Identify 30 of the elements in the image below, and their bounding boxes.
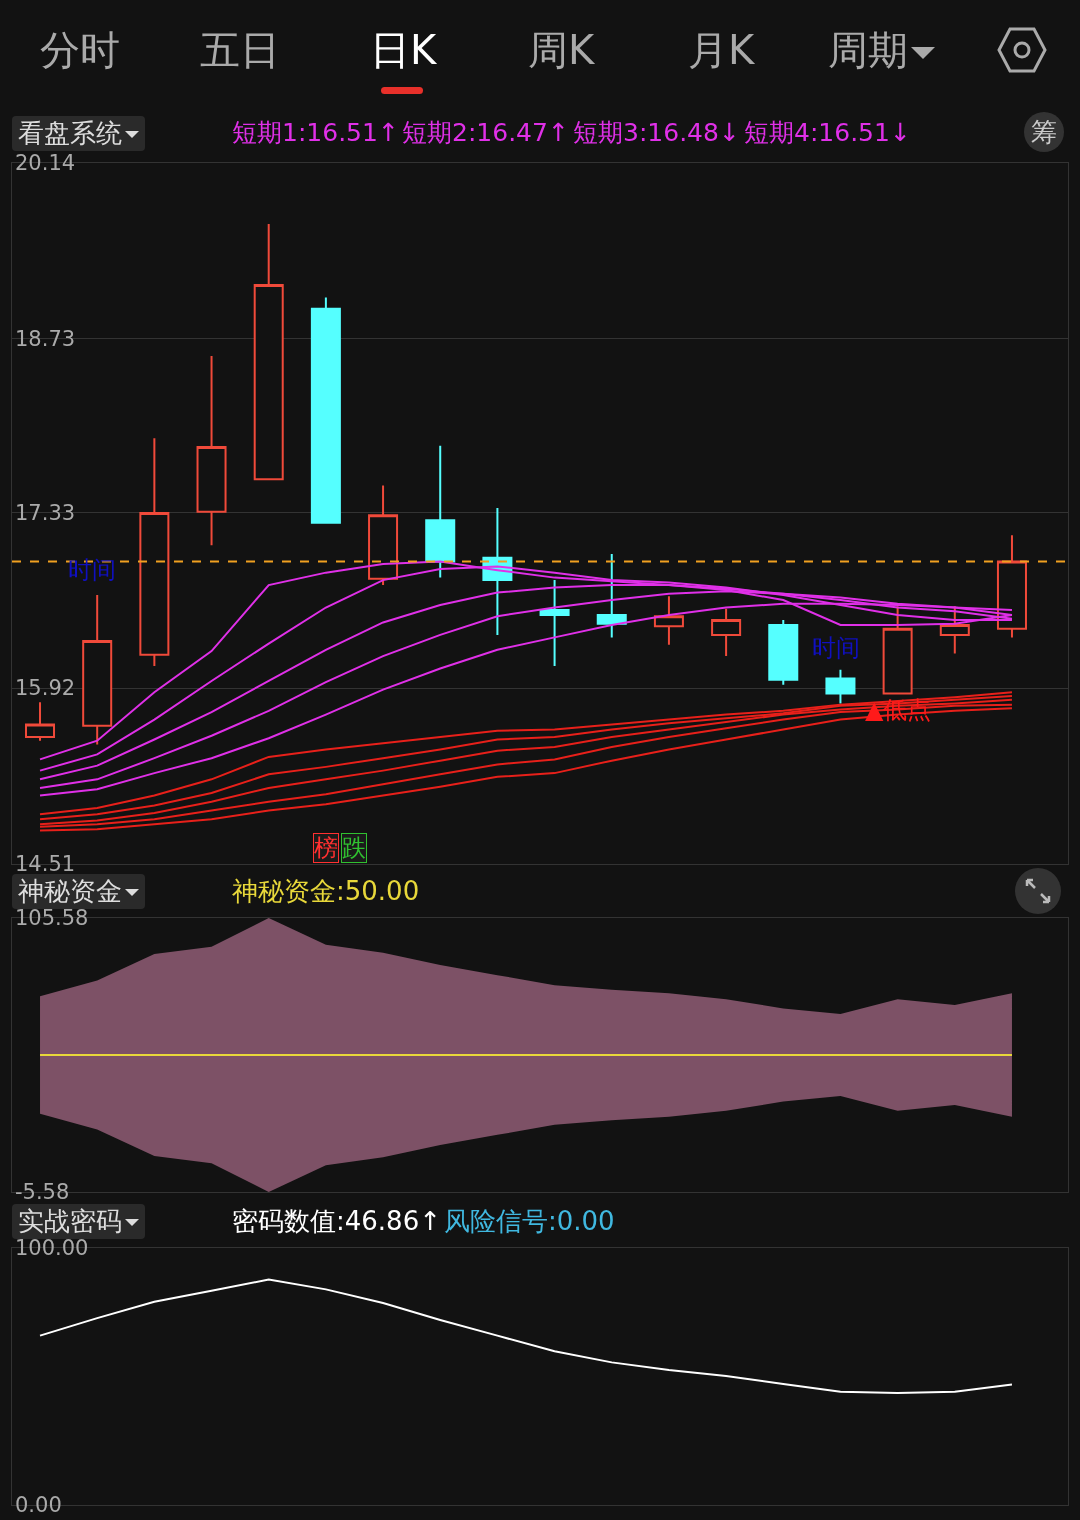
- text: 神秘资金: [18, 876, 122, 906]
- text: 日K: [370, 27, 437, 73]
- text: 周K: [528, 27, 595, 73]
- text: 五日: [200, 27, 280, 73]
- y-tick-label: 14.51: [15, 852, 76, 876]
- text: 短期3:16.48↓: [573, 118, 740, 147]
- annotation: 跌: [342, 834, 366, 862]
- y-tick-label: 100.00: [15, 1236, 89, 1260]
- y-tick-label: 20.14: [15, 151, 76, 175]
- text: 短期1:16.51↑: [232, 118, 399, 147]
- y-tick-label: 15.92: [15, 676, 76, 700]
- y-tick-label: 105.58: [15, 906, 89, 930]
- text: 筹: [1031, 117, 1057, 147]
- annotation: 时间: [68, 556, 116, 584]
- y-tick-label: 0.00: [15, 1493, 62, 1517]
- text: 看盘系统: [18, 118, 122, 148]
- text: 风险信号:0.00: [444, 1206, 615, 1236]
- y-tick-label: 17.33: [15, 501, 76, 525]
- text: 分时: [40, 27, 120, 73]
- text: 短期2:16.47↑: [402, 118, 569, 147]
- text: 密码数值:46.86↑: [232, 1206, 441, 1236]
- annotation: 榜: [314, 834, 338, 862]
- text: 短期4:16.51↓: [744, 118, 911, 147]
- y-tick-label: -5.58: [15, 1180, 70, 1204]
- y-tick-label: 18.73: [15, 327, 76, 351]
- text: 周期: [828, 27, 908, 73]
- text: 神秘资金:50.00: [232, 876, 420, 906]
- text: 实战密码: [18, 1206, 122, 1236]
- text: 月K: [688, 27, 755, 73]
- annotation: 时间: [812, 634, 860, 662]
